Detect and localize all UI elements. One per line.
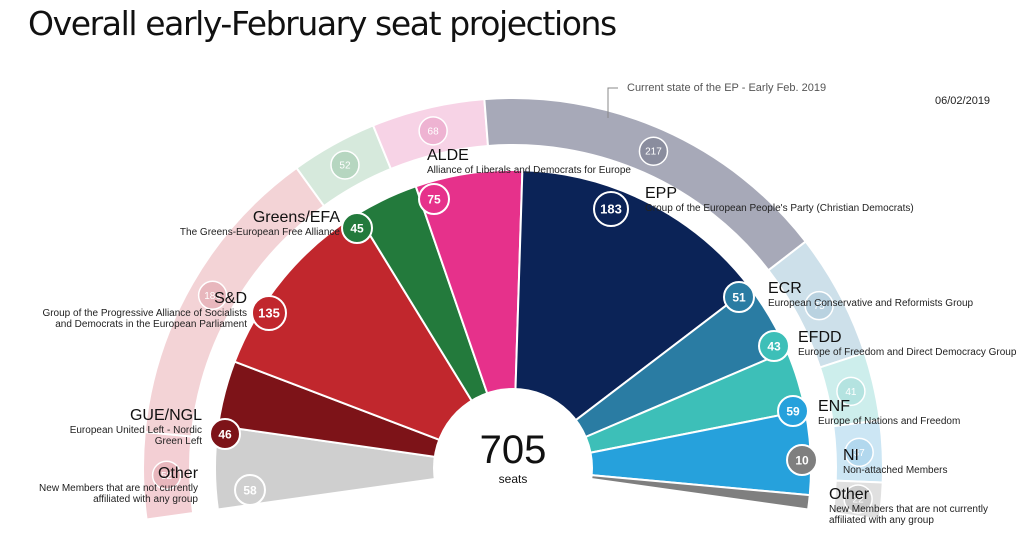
desc-s-d-2-0: Group of the Progressive Alliance of Soc… bbox=[42, 308, 247, 319]
bubble-value-ni: 10 bbox=[795, 454, 809, 468]
bubble-other bbox=[234, 474, 266, 506]
bubble-efdd bbox=[758, 330, 790, 362]
ring-bubble-other-8 bbox=[843, 484, 873, 514]
bubble-greens-efa bbox=[341, 212, 373, 244]
ring-value-efdd-6: 41 bbox=[845, 387, 857, 398]
desc-other-0-1: affiliated with any group bbox=[93, 494, 198, 505]
label-ni-9: NI bbox=[843, 447, 859, 464]
ring-value-enf-7: 37 bbox=[854, 448, 866, 459]
ring-bubble-other-0 bbox=[151, 460, 182, 491]
desc-epp-5-0: Group of the European People's Party (Ch… bbox=[645, 203, 914, 214]
label-enf-8: ENF bbox=[818, 398, 850, 415]
page-title: Overall early-February seat projections bbox=[28, 4, 617, 43]
label-gue-ngl-1: GUE/NGL bbox=[130, 407, 202, 424]
bubble-value-s-d: 135 bbox=[258, 306, 280, 321]
total-seats-unit: seats bbox=[499, 472, 528, 486]
bubble-value-other: 58 bbox=[243, 484, 257, 498]
label-ecr-6: ECR bbox=[768, 280, 802, 297]
desc-ni-9-0: Non-attached Members bbox=[843, 465, 948, 476]
date-label: 06/02/2019 bbox=[935, 95, 990, 107]
bubble-value-ecr: 51 bbox=[732, 291, 746, 305]
seat-count-bubbles: 58 46 135 45 75 183 51 43 59 10 bbox=[209, 183, 818, 506]
desc-alde-4-0: Alliance of Liberals and Democrats for E… bbox=[427, 165, 631, 176]
bubble-value-efdd: 43 bbox=[767, 340, 781, 354]
bubble-value-enf: 59 bbox=[786, 405, 800, 419]
bubble-alde bbox=[418, 183, 450, 215]
ring-bubble-ecr-5 bbox=[804, 290, 834, 321]
label-alde-4: ALDE bbox=[427, 147, 469, 164]
label-epp-5: EPP bbox=[645, 185, 677, 202]
total-seats-value: 705 bbox=[480, 428, 547, 472]
bubble-value-gue-ngl: 46 bbox=[218, 428, 232, 442]
bubble-epp bbox=[593, 191, 629, 227]
ring-bubble-alde-3 bbox=[418, 116, 448, 146]
desc-enf-8-0: Europe of Nations and Freedom bbox=[818, 416, 960, 427]
bubble-value-greens-efa: 45 bbox=[350, 222, 364, 236]
desc-other-0-0: New Members that are not currently bbox=[39, 483, 198, 494]
label-other-0: Other bbox=[158, 465, 199, 482]
center-hole bbox=[433, 388, 593, 548]
projection-sectors bbox=[214, 169, 812, 511]
bubble-value-epp: 183 bbox=[600, 202, 622, 217]
desc-other-10-0: New Members that are not currently bbox=[829, 504, 988, 515]
ring-value-s-d-1: 186 bbox=[204, 291, 221, 302]
current-state-ring: 52 186 52 68 217 75 41 37 22 bbox=[142, 97, 884, 521]
label-efdd-7: EFDD bbox=[798, 329, 842, 346]
ring-value-epp-4: 217 bbox=[645, 147, 662, 158]
bubble-ni bbox=[786, 444, 818, 476]
ring-bubble-efdd-6 bbox=[836, 376, 866, 407]
label-other-10: Other bbox=[829, 486, 870, 503]
ring-bubble-s-d-1 bbox=[197, 280, 228, 311]
ring-bubble-greens-efa-2 bbox=[330, 150, 360, 180]
label-s-d-2: S&D bbox=[214, 290, 247, 307]
ring-bubble-epp-4 bbox=[638, 136, 669, 166]
current-state-note: Current state of the EP - Early Feb. 201… bbox=[627, 82, 826, 94]
ring-value-alde-3: 68 bbox=[428, 126, 440, 137]
current-note-leader bbox=[607, 87, 618, 118]
desc-greens-efa-3-0: The Greens-European Free Alliance bbox=[180, 227, 341, 238]
bubble-enf bbox=[777, 395, 809, 427]
desc-gue-ngl-1-1: Green Left bbox=[155, 436, 202, 447]
desc-efdd-7-0: Europe of Freedom and Direct Democracy G… bbox=[798, 347, 1017, 358]
bubble-gue-ngl bbox=[209, 418, 241, 450]
ring-bubble-enf-7 bbox=[844, 437, 874, 468]
bubble-value-alde: 75 bbox=[427, 193, 441, 207]
ring-value-greens-efa-2: 52 bbox=[339, 160, 351, 171]
bubble-s-d bbox=[251, 295, 287, 331]
ring-value-ecr-5: 75 bbox=[814, 301, 826, 312]
desc-ecr-6-0: European Conservative and Reformists Gro… bbox=[768, 298, 974, 309]
label-greens-efa-3: Greens/EFA bbox=[253, 209, 340, 226]
ring-value-other-0: 52 bbox=[161, 471, 173, 482]
desc-gue-ngl-1-0: European United Left - Nordic bbox=[70, 425, 202, 436]
desc-s-d-2-1: and Democrats in the European Parliament bbox=[55, 319, 247, 330]
bubble-ecr bbox=[723, 281, 755, 313]
desc-other-10-1: affiliated with any group bbox=[829, 515, 934, 526]
ring-value-other-8: 22 bbox=[853, 494, 865, 505]
